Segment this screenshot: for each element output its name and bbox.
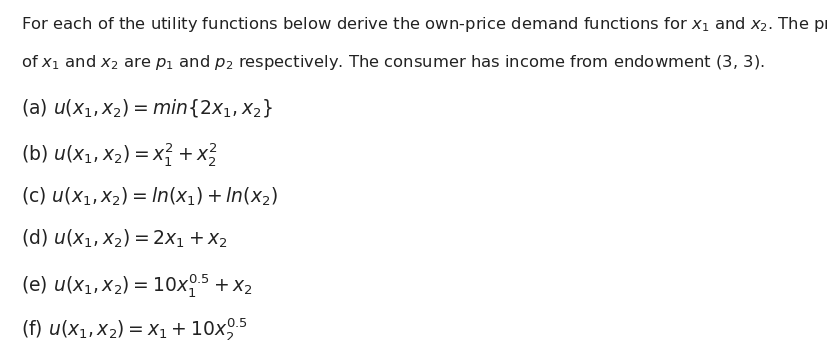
Text: For each of the utility functions below derive the own-price demand functions fo: For each of the utility functions below … xyxy=(21,15,827,34)
Text: (c) $u(x_1, x_2) = \mathit{ln}(x_1) + \mathit{ln}(x_2)$: (c) $u(x_1, x_2) = \mathit{ln}(x_1) + \m… xyxy=(21,185,277,208)
Text: (d) $u(x_1, x_2) = 2x_1 + x_2$: (d) $u(x_1, x_2) = 2x_1 + x_2$ xyxy=(21,228,227,250)
Text: (b) $u(x_1, x_2) = x_1^2 + x_2^2$: (b) $u(x_1, x_2) = x_1^2 + x_2^2$ xyxy=(21,141,218,168)
Text: (a) $u(x_1, x_2) = \mathit{min}\{2x_1, x_2\}$: (a) $u(x_1, x_2) = \mathit{min}\{2x_1, x… xyxy=(21,97,272,119)
Text: (f) $u(x_1, x_2) = x_1 + 10x_2^{0.5}$: (f) $u(x_1, x_2) = x_1 + 10x_2^{0.5}$ xyxy=(21,316,247,340)
Text: (e) $u(x_1, x_2) = 10x_1^{0.5} + x_2$: (e) $u(x_1, x_2) = 10x_1^{0.5} + x_2$ xyxy=(21,272,252,299)
Text: of $x_1$ and $x_2$ are $p_1$ and $p_2$ respectively. The consumer has income fro: of $x_1$ and $x_2$ are $p_1$ and $p_2$ r… xyxy=(21,53,763,72)
